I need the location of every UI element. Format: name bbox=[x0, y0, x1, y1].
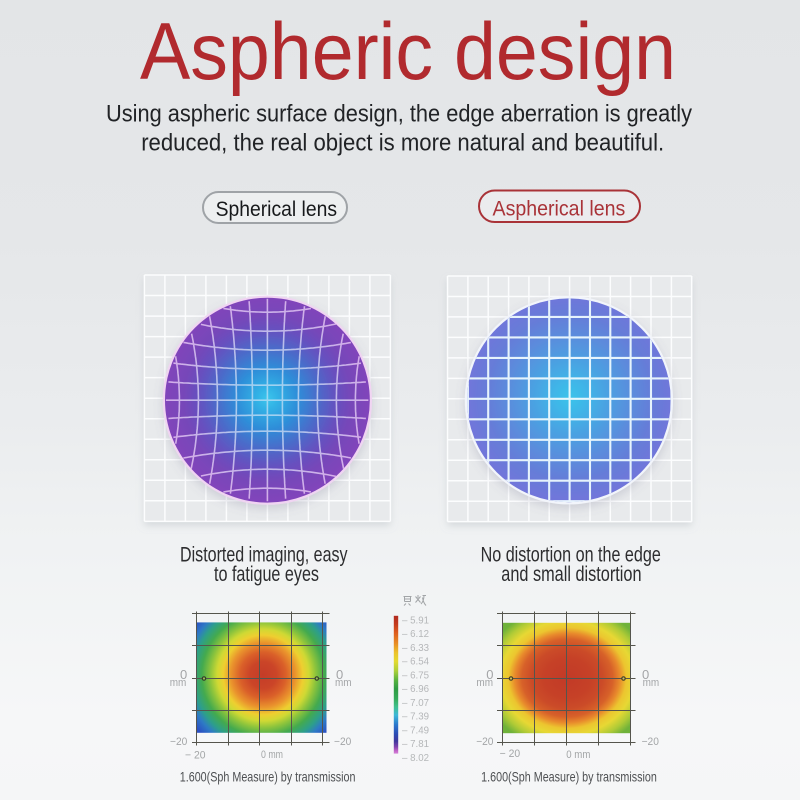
svg-text:−20: −20 bbox=[170, 736, 187, 748]
svg-text:0: 0 bbox=[486, 667, 493, 682]
svg-text:0 mm: 0 mm bbox=[566, 749, 590, 761]
svg-text:Aspheric design: Aspheric design bbox=[140, 7, 676, 97]
svg-text:– 6.12: – 6.12 bbox=[402, 628, 429, 640]
svg-text:– 5.91: – 5.91 bbox=[402, 614, 429, 626]
svg-text:mm: mm bbox=[335, 677, 352, 689]
svg-text:– 7.81: – 7.81 bbox=[402, 738, 429, 750]
svg-text:0 mm: 0 mm bbox=[261, 749, 283, 761]
svg-text:– 8.02: – 8.02 bbox=[402, 752, 429, 764]
svg-text:mm: mm bbox=[170, 677, 187, 689]
svg-text:Spherical lens: Spherical lens bbox=[216, 198, 337, 221]
svg-text:1.600(Sph Measure) by transmis: 1.600(Sph Measure) by transmission bbox=[180, 770, 356, 785]
svg-text:0: 0 bbox=[642, 667, 649, 682]
svg-text:Using aspheric surface design,: Using aspheric surface design, the edge … bbox=[106, 101, 692, 127]
svg-text:−20: −20 bbox=[334, 736, 351, 748]
svg-text:– 7.39: – 7.39 bbox=[402, 711, 429, 723]
svg-text:− 20: − 20 bbox=[185, 749, 206, 761]
svg-text:1.600(Sph Measure) by transmis: 1.600(Sph Measure) by transmission bbox=[481, 770, 657, 785]
svg-text:– 7.07: – 7.07 bbox=[402, 697, 429, 709]
svg-text:0: 0 bbox=[180, 667, 187, 682]
svg-text:Distorted imaging, easy: Distorted imaging, easy bbox=[180, 543, 348, 566]
svg-text:mm: mm bbox=[476, 677, 493, 689]
svg-text:0: 0 bbox=[336, 667, 343, 682]
svg-text:mm: mm bbox=[643, 677, 660, 689]
svg-text:Aspherical lens: Aspherical lens bbox=[493, 198, 626, 221]
svg-text:– 6.75: – 6.75 bbox=[402, 669, 429, 681]
svg-text:– 6.54: – 6.54 bbox=[402, 656, 429, 668]
svg-text:– 7.49: – 7.49 bbox=[402, 724, 429, 736]
svg-text:– 6.96: – 6.96 bbox=[402, 683, 429, 695]
svg-text:– 6.33: – 6.33 bbox=[402, 642, 429, 654]
svg-text:− 20: − 20 bbox=[500, 748, 521, 760]
svg-text:−20: −20 bbox=[476, 736, 493, 748]
svg-text:to fatigue eyes: to fatigue eyes bbox=[214, 563, 319, 586]
svg-text:reduced, the real object is mo: reduced, the real object is more natural… bbox=[141, 131, 664, 157]
svg-text:No distortion on the edge: No distortion on the edge bbox=[481, 543, 661, 566]
svg-text:and small distortion: and small distortion bbox=[501, 563, 641, 586]
svg-text:−20: −20 bbox=[642, 736, 659, 748]
